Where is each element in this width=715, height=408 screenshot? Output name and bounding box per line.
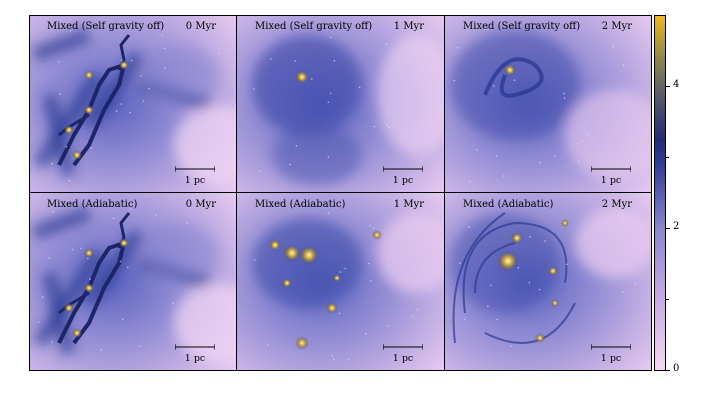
panel-label: Mixed (Adiabatic) [255, 199, 346, 210]
panel-self-gravity-off-0myr: Mixed (Self gravity off) 0 Myr 1 pc [29, 15, 236, 193]
panel-divider-v1 [236, 15, 237, 371]
panel-time: 1 Myr [393, 199, 424, 210]
scale-bar [591, 344, 631, 350]
scale-label: 1 pc [392, 353, 414, 364]
panel-divider-v2 [444, 15, 445, 371]
scale-bar [175, 166, 215, 172]
density-map [445, 193, 652, 371]
density-map [237, 193, 444, 371]
panel-adiabatic-1myr: Mixed (Adiabatic) 1 Myr 1 pc [237, 193, 444, 371]
colorbar [654, 15, 666, 371]
scale-label: 1 pc [392, 175, 414, 186]
panel-time: 1 Myr [393, 21, 424, 32]
scale-bar [591, 166, 631, 172]
panel-grid-frame [29, 15, 652, 371]
scale-label: 1 pc [184, 353, 206, 364]
panel-time: 2 Myr [601, 199, 632, 210]
density-map [29, 193, 236, 371]
panel-time: 0 Myr [185, 199, 216, 210]
density-map [445, 15, 652, 193]
scale-label: 1 pc [184, 175, 206, 186]
scale-bar [383, 344, 423, 350]
panel-time: 0 Myr [185, 21, 216, 32]
panel-self-gravity-off-1myr: Mixed (Self gravity off) 1 Myr 1 pc [237, 15, 444, 193]
scale-label: 1 pc [600, 353, 622, 364]
panel-label: Mixed (Self gravity off) [47, 21, 165, 32]
panel-adiabatic-0myr: Mixed (Adiabatic) 0 Myr 1 pc [29, 193, 236, 371]
colorbar-tick [666, 370, 670, 371]
panel-time: 2 Myr [601, 21, 632, 32]
scale-bar [383, 166, 423, 172]
scale-label: 1 pc [600, 175, 622, 186]
panel-adiabatic-2myr: Mixed (Adiabatic) 2 Myr 1 pc [445, 193, 652, 371]
panel-divider-h [29, 192, 652, 193]
panel-self-gravity-off-2myr: Mixed (Self gravity off) 2 Myr 1 pc [445, 15, 652, 193]
colorbar-tick [666, 86, 670, 87]
colorbar-tick [666, 157, 669, 158]
colorbar-tick [666, 228, 670, 229]
density-map [237, 15, 444, 193]
colorbar-tick [666, 299, 669, 300]
colorbar-label-0: 0 [673, 363, 680, 374]
panel-label: Mixed (Self gravity off) [255, 21, 373, 32]
colorbar-label-2: 2 [673, 221, 680, 232]
panel-label: Mixed (Self gravity off) [463, 21, 581, 32]
density-map [29, 15, 236, 193]
panel-label: Mixed (Adiabatic) [463, 199, 554, 210]
panel-label: Mixed (Adiabatic) [47, 199, 138, 210]
scale-bar [175, 344, 215, 350]
colorbar-label-4: 4 [673, 79, 680, 90]
